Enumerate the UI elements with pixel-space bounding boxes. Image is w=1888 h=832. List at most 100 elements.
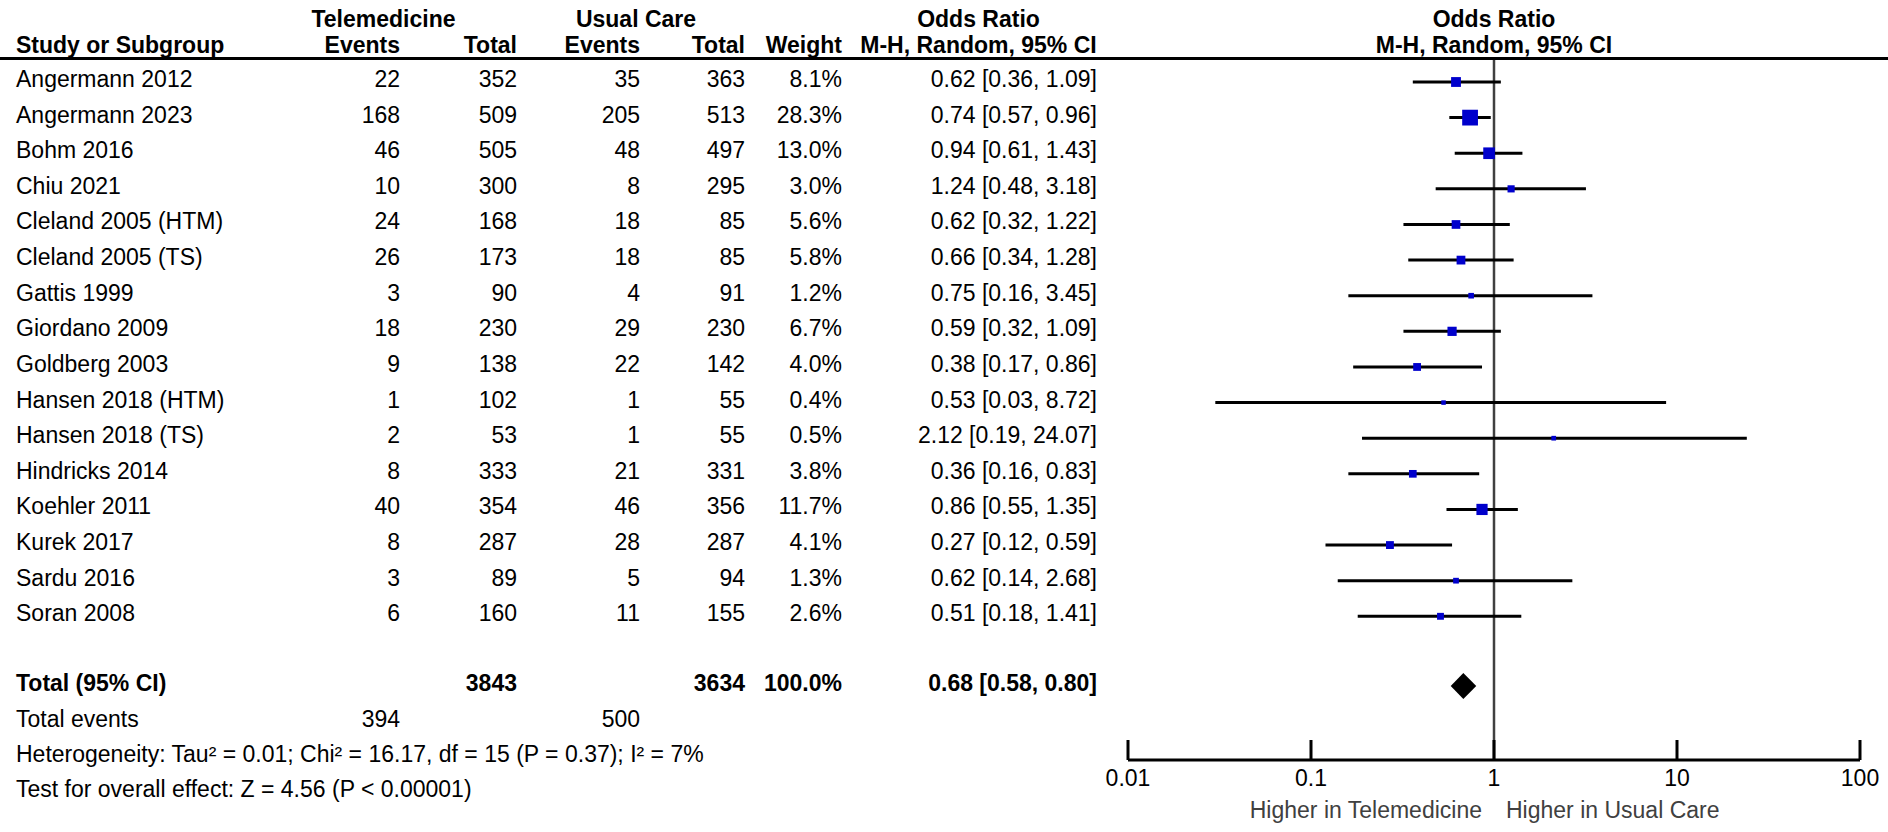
or-ci-value: 2.12 [0.19, 24.07] — [860, 420, 1097, 450]
uc-events-value: 1 — [527, 420, 640, 450]
study-name: Sardu 2016 — [16, 563, 135, 593]
uc-events-value: 18 — [527, 206, 640, 236]
weight-value: 5.6% — [755, 206, 842, 236]
overall-effect-row: Test for overall effect: Z = 4.56 (P < 0… — [0, 774, 1105, 810]
tele-events-value: 24 — [250, 206, 400, 236]
tele-events-value: 8 — [250, 527, 400, 557]
tele-events-value: 26 — [250, 242, 400, 272]
weight-value: 4.1% — [755, 527, 842, 557]
weight-value: 0.4% — [755, 385, 842, 415]
tele-total-value: 509 — [410, 100, 517, 130]
study-name: Hansen 2018 (HTM) — [16, 385, 224, 415]
or-point-marker — [1551, 436, 1556, 441]
study-name: Angermann 2012 — [16, 64, 192, 94]
uc-events-value: 1 — [527, 385, 640, 415]
weight-value: 0.5% — [755, 420, 842, 450]
tele-events-value: 8 — [250, 456, 400, 486]
x-axis-tick-label: 1 — [1449, 764, 1539, 792]
uc-total-value: 85 — [650, 242, 745, 272]
uc-events-value: 205 — [527, 100, 640, 130]
study-name: Giordano 2009 — [16, 313, 168, 343]
weight-value: 13.0% — [755, 135, 842, 165]
study-row: Cleland 2005 (HTM) 24 168 18 85 5.6% 0.6… — [0, 206, 1105, 242]
total-events-row: Total events 394 500 — [0, 704, 1105, 740]
column-header-study: Study or Subgroup — [16, 30, 224, 60]
weight-value: 5.8% — [755, 242, 842, 272]
study-row: Soran 2008 6 160 11 155 2.6% 0.51 [0.18,… — [0, 598, 1105, 634]
weight-value: 2.6% — [755, 598, 842, 628]
x-axis-tick-label: 100 — [1815, 764, 1888, 792]
study-row: Goldberg 2003 9 138 22 142 4.0% 0.38 [0.… — [0, 349, 1105, 385]
column-header-tele-total: Total — [410, 30, 517, 60]
forest-plot-figure: Telemedicine Usual Care Odds Ratio Odds … — [0, 0, 1888, 832]
total-events-tele: 394 — [250, 704, 400, 734]
column-header-tele-events: Events — [250, 30, 400, 60]
or-ci-value: 0.86 [0.55, 1.35] — [860, 491, 1097, 521]
uc-total-value: 230 — [650, 313, 745, 343]
tele-total-value: 352 — [410, 64, 517, 94]
tele-total-value: 102 — [410, 385, 517, 415]
tele-total-value: 505 — [410, 135, 517, 165]
x-axis-tick-label: 0.01 — [1083, 764, 1173, 792]
uc-events-value: 46 — [527, 491, 640, 521]
study-row: Angermann 2023 168 509 205 513 28.3% 0.7… — [0, 100, 1105, 136]
tele-events-value: 3 — [250, 278, 400, 308]
or-ci-value: 1.24 [0.48, 3.18] — [860, 171, 1097, 201]
study-row: Angermann 2012 22 352 35 363 8.1% 0.62 [… — [0, 64, 1105, 100]
uc-events-value: 48 — [527, 135, 640, 165]
uc-total-value: 356 — [650, 491, 745, 521]
total-events-uc: 500 — [527, 704, 640, 734]
study-name: Hindricks 2014 — [16, 456, 168, 486]
weight-value: 6.7% — [755, 313, 842, 343]
or-ci-value: 0.62 [0.36, 1.09] — [860, 64, 1097, 94]
study-name: Cleland 2005 (HTM) — [16, 206, 223, 236]
uc-total-value: 295 — [650, 171, 745, 201]
study-row: Hansen 2018 (HTM) 1 102 1 55 0.4% 0.53 [… — [0, 385, 1105, 421]
tele-events-value: 6 — [250, 598, 400, 628]
or-point-marker — [1508, 185, 1515, 192]
or-point-marker — [1441, 400, 1446, 405]
uc-events-value: 22 — [527, 349, 640, 379]
tele-events-value: 2 — [250, 420, 400, 450]
or-ci-value: 0.66 [0.34, 1.28] — [860, 242, 1097, 272]
or-point-marker — [1457, 256, 1466, 265]
tele-events-value: 1 — [250, 385, 400, 415]
tele-events-value: 9 — [250, 349, 400, 379]
study-name: Koehler 2011 — [16, 491, 151, 521]
uc-events-value: 4 — [527, 278, 640, 308]
or-point-marker — [1409, 470, 1417, 478]
uc-total-value: 91 — [650, 278, 745, 308]
weight-value: 11.7% — [755, 491, 842, 521]
study-name: Hansen 2018 (TS) — [16, 420, 204, 450]
weight-value: 1.2% — [755, 278, 842, 308]
or-ci-value: 0.62 [0.14, 2.68] — [860, 563, 1097, 593]
uc-total-value: 513 — [650, 100, 745, 130]
uc-events-value: 28 — [527, 527, 640, 557]
tele-events-value: 3 — [250, 563, 400, 593]
study-row: Bohm 2016 46 505 48 497 13.0% 0.94 [0.61… — [0, 135, 1105, 171]
tele-total-value: 138 — [410, 349, 517, 379]
uc-total-value: 497 — [650, 135, 745, 165]
or-ci-value: 0.51 [0.18, 1.41] — [860, 598, 1097, 628]
header-divider-rule — [0, 57, 1888, 60]
study-row: Kurek 2017 8 287 28 287 4.1% 0.27 [0.12,… — [0, 527, 1105, 563]
study-name: Kurek 2017 — [16, 527, 134, 557]
study-row: Koehler 2011 40 354 46 356 11.7% 0.86 [0… — [0, 491, 1105, 527]
uc-total-value: 55 — [650, 385, 745, 415]
tele-events-value: 40 — [250, 491, 400, 521]
uc-events-value: 29 — [527, 313, 640, 343]
tele-total-value: 354 — [410, 491, 517, 521]
uc-total-value: 155 — [650, 598, 745, 628]
total-uc-total: 3634 — [650, 668, 745, 698]
study-name: Soran 2008 — [16, 598, 135, 628]
uc-events-value: 21 — [527, 456, 640, 486]
x-axis-tick-label: 0.1 — [1266, 764, 1356, 792]
x-axis-tick-label: 10 — [1632, 764, 1722, 792]
or-ci-value: 0.38 [0.17, 0.86] — [860, 349, 1097, 379]
tele-total-value: 333 — [410, 456, 517, 486]
uc-total-value: 94 — [650, 563, 745, 593]
total-tele-total: 3843 — [410, 668, 517, 698]
uc-events-value: 8 — [527, 171, 640, 201]
or-ci-value: 0.59 [0.32, 1.09] — [860, 313, 1097, 343]
study-name: Goldberg 2003 — [16, 349, 168, 379]
